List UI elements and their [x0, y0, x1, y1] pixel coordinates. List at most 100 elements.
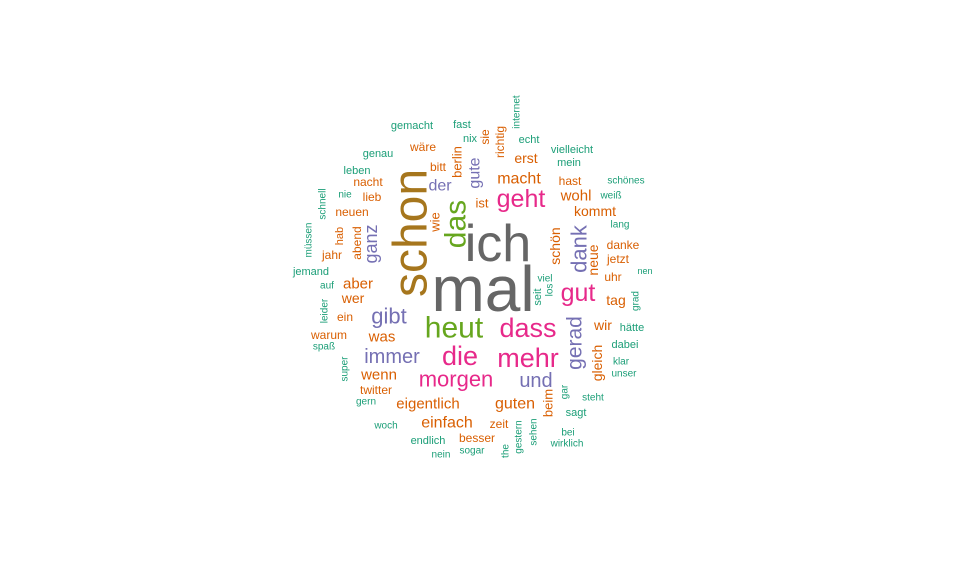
- word-79: woch: [373, 421, 397, 432]
- word-13: und: [519, 370, 552, 392]
- word-87: bei: [561, 428, 574, 439]
- word-98: seit: [532, 288, 544, 305]
- word-19: macht: [497, 171, 541, 188]
- word-57: twitter: [360, 383, 392, 397]
- word-34: schön: [547, 227, 563, 264]
- word-6: die: [442, 341, 478, 371]
- word-68: weiß: [599, 191, 621, 202]
- word-56: uhr: [604, 270, 621, 284]
- word-38: berlin: [450, 146, 465, 178]
- word-72: lang: [611, 220, 630, 231]
- word-2: schon: [385, 169, 438, 297]
- word-33: gleich: [589, 345, 605, 382]
- word-21: wohl: [560, 188, 592, 205]
- word-69: nie: [338, 190, 352, 201]
- word-15: gerad: [564, 316, 587, 370]
- word-14: dank: [567, 224, 592, 273]
- word-64: mein: [557, 157, 581, 169]
- word-65: genau: [363, 148, 394, 160]
- word-0: mal: [431, 253, 534, 325]
- word-52: besser: [459, 431, 495, 445]
- word-18: gute: [467, 157, 484, 188]
- word-77: super: [340, 356, 351, 382]
- word-25: was: [368, 329, 396, 346]
- word-50: ein: [337, 310, 353, 324]
- word-60: nix: [463, 133, 478, 145]
- word-11: immer: [364, 346, 420, 368]
- word-39: wäre: [409, 140, 436, 154]
- word-49: hab: [334, 227, 346, 245]
- word-62: echt: [519, 134, 540, 146]
- word-67: schönes: [607, 176, 644, 187]
- word-66: leben: [344, 165, 371, 177]
- word-74: auf: [320, 281, 334, 292]
- word-9: gut: [561, 279, 596, 307]
- word-3: heut: [425, 312, 484, 345]
- word-97: viel: [537, 274, 552, 285]
- word-58: gemacht: [391, 120, 433, 132]
- word-45: neuen: [335, 205, 368, 219]
- word-7: mehr: [497, 343, 559, 373]
- word-29: guten: [495, 396, 535, 413]
- word-16: ganz: [361, 224, 381, 263]
- word-71: müssen: [304, 222, 315, 257]
- word-63: vielleicht: [551, 144, 593, 156]
- word-90: gar: [560, 384, 571, 399]
- word-73: jemand: [292, 266, 329, 278]
- word-91: unser: [611, 369, 637, 380]
- word-22: kommt: [574, 203, 616, 219]
- word-83: the: [501, 444, 512, 458]
- word-76: spaß: [313, 342, 335, 353]
- word-43: hast: [559, 174, 582, 188]
- word-75: leider: [320, 298, 331, 323]
- word-24: wer: [341, 290, 365, 306]
- word-96: nen: [637, 266, 652, 276]
- word-4: das: [440, 200, 473, 248]
- word-8: geht: [497, 185, 546, 213]
- word-99: los: [545, 284, 556, 297]
- word-48: jahr: [321, 248, 342, 262]
- word-92: klar: [613, 357, 630, 368]
- word-81: nein: [432, 450, 451, 461]
- word-61: internet: [512, 95, 523, 129]
- word-1: ich: [465, 215, 531, 273]
- word-41: sie: [478, 129, 492, 145]
- word-20: erst: [514, 150, 537, 166]
- word-44: lieb: [363, 190, 382, 204]
- word-94: hätte: [620, 322, 644, 334]
- word-86: wirklich: [550, 439, 584, 450]
- word-93: dabei: [612, 339, 639, 351]
- word-10: morgen: [419, 367, 494, 392]
- word-78: gern: [356, 397, 376, 408]
- word-26: wenn: [360, 367, 397, 384]
- word-88: sagt: [566, 407, 587, 419]
- word-12: gibt: [371, 304, 406, 329]
- word-95: grad: [631, 291, 642, 311]
- word-23: aber: [343, 276, 373, 293]
- word-47: abend: [350, 226, 364, 259]
- word-85: sehen: [529, 418, 540, 445]
- word-17: der: [428, 178, 452, 195]
- word-80: endlich: [411, 435, 446, 447]
- word-5: dass: [499, 313, 556, 343]
- word-31: tag: [606, 292, 625, 308]
- word-42: richtig: [493, 126, 507, 158]
- word-59: fast: [453, 119, 471, 131]
- word-35: beim: [541, 389, 556, 417]
- word-40: bitt: [430, 160, 447, 174]
- word-37: ist: [476, 196, 489, 211]
- word-46: nacht: [353, 175, 383, 189]
- word-84: gestern: [514, 420, 525, 453]
- word-27: eigentlich: [396, 396, 459, 413]
- word-28: einfach: [421, 415, 473, 432]
- word-55: jetzt: [606, 252, 630, 266]
- word-30: wir: [593, 317, 612, 333]
- word-70: schnell: [318, 188, 329, 219]
- word-54: danke: [607, 238, 640, 252]
- word-89: steht: [582, 393, 604, 404]
- word-53: zeit: [490, 417, 509, 431]
- word-51: warum: [310, 328, 347, 342]
- word-32: neue: [585, 244, 601, 275]
- word-36: wie: [428, 212, 443, 233]
